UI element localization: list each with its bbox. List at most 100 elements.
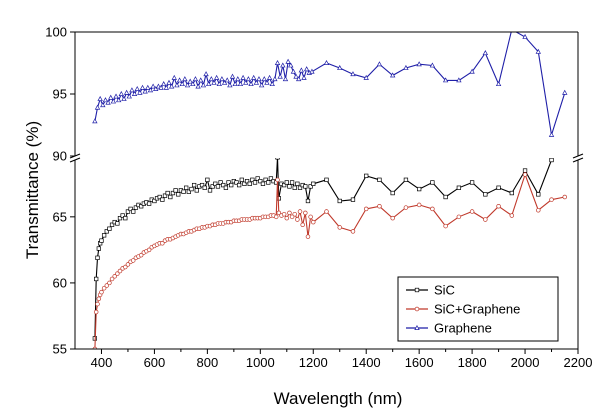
- data-point-sic-77: [287, 184, 292, 189]
- data-point-graphene-61: [253, 79, 260, 85]
- data-point-graphene-17: [137, 89, 143, 95]
- data-point-graphene-11: [121, 95, 127, 101]
- data-point-sic-6: [101, 233, 107, 238]
- data-point-graphene-36: [187, 78, 193, 84]
- data-point-sic-98: [469, 180, 475, 185]
- data-point-graphene-96: [495, 81, 502, 87]
- data-point-sic-2: [95, 255, 100, 260]
- data-point-sic-29: [162, 193, 168, 198]
- data-point-sic-43: [199, 182, 205, 188]
- data-point-graphene-38: [192, 76, 199, 82]
- data-point-graphene-82: [309, 68, 315, 74]
- data-point-sic-graphene-77: [287, 210, 292, 216]
- series-line-2: [94, 32, 566, 136]
- y-upper-tick-label-100: 100: [45, 25, 67, 40]
- x-axis-title: Wavelength (nm): [274, 389, 403, 408]
- data-point-graphene-68: [272, 76, 278, 82]
- data-point-sic-63: [252, 180, 258, 185]
- data-point-sic-38: [186, 189, 191, 194]
- data-point-graphene-97: [510, 27, 514, 31]
- axis-break-mark-1-0: [572, 153, 584, 159]
- data-point-sic-graphene-28: [160, 241, 165, 246]
- data-point-graphene-72: [282, 76, 289, 82]
- data-point-sic-27: [157, 194, 162, 200]
- data-point-sic-8: [107, 226, 112, 231]
- data-point-sic-graphene-91: [377, 204, 382, 209]
- data-point-sic-90: [364, 173, 369, 179]
- data-point-sic-61: [247, 181, 252, 186]
- data-point-sic-102: [522, 168, 528, 173]
- data-point-sic-graphene-73: [276, 210, 282, 216]
- data-point-sic-57: [236, 182, 242, 188]
- data-point-sic-67: [263, 177, 268, 182]
- data-point-graphene-40: [198, 77, 204, 83]
- data-point-graphene-86: [363, 74, 369, 80]
- data-point-sic-graphene-103: [536, 207, 541, 213]
- upper-plot-panel: [92, 27, 568, 137]
- data-point-sic-graphene-14: [123, 264, 128, 270]
- y-upper-tick-label-90: 90: [53, 149, 67, 164]
- data-point-sic-46: [207, 188, 213, 193]
- series-sic-graphene: [92, 172, 568, 349]
- data-point-sic-graphene-99: [483, 217, 488, 222]
- data-point-graphene-0: [92, 118, 98, 124]
- data-point-sic-28: [160, 197, 165, 202]
- data-point-graphene-34: [182, 76, 188, 82]
- axes-group: 400 600 800 1000 1200 1400 1600 1800 2000 2200 90 9…: [45, 25, 592, 371]
- data-point-graphene-79: [301, 74, 307, 80]
- data-point-graphene-9: [115, 97, 122, 103]
- data-point-graphene-48: [219, 76, 225, 82]
- data-point-sic-94: [417, 186, 422, 192]
- data-point-sic-graphene-84: [305, 234, 311, 239]
- data-point-sic-graphene-98: [469, 209, 475, 214]
- data-point-sic-91: [377, 177, 382, 182]
- data-point-graphene-2: [97, 95, 103, 101]
- data-point-graphene-8: [113, 93, 119, 99]
- data-point-sic-86: [311, 181, 316, 186]
- data-point-sic-65: [258, 178, 263, 184]
- data-point-graphene-54: [235, 76, 241, 82]
- data-point-graphene-legend: [414, 324, 420, 330]
- data-point-graphene-14: [129, 87, 135, 93]
- data-point-sic-15: [125, 209, 131, 214]
- data-point-sic-44: [202, 185, 207, 190]
- data-point-graphene-58: [245, 76, 252, 82]
- series-graphene: [92, 27, 568, 137]
- data-point-graphene-66: [266, 74, 273, 80]
- data-point-graphene-93: [456, 77, 462, 83]
- data-point-sic-graphene-72: [275, 177, 280, 183]
- data-point-sic-graphene-82: [300, 222, 305, 228]
- data-point-graphene-41: [200, 82, 207, 88]
- data-point-graphene-24: [155, 83, 162, 89]
- data-point-graphene-26: [161, 81, 167, 87]
- data-point-sic-101: [509, 190, 514, 196]
- data-point-graphene-84: [337, 64, 343, 70]
- data-point-graphene-65: [264, 79, 270, 85]
- x-tick-label-1000: 1000: [246, 355, 275, 370]
- data-point-sic-graphene-81: [297, 209, 303, 214]
- data-point-sic-75: [281, 182, 287, 188]
- data-point-graphene-1: [94, 104, 101, 110]
- data-point-graphene-89: [403, 64, 409, 70]
- data-point-sic-39: [189, 186, 194, 192]
- data-point-graphene-91: [429, 62, 436, 68]
- data-point-sic-92: [390, 190, 395, 196]
- data-point-graphene-75: [290, 68, 297, 74]
- data-point-graphene-57: [243, 79, 249, 85]
- data-point-sic-graphene-92: [390, 215, 395, 221]
- data-point-sic-graphene-11: [115, 271, 120, 276]
- lower-plot-panel: [92, 158, 568, 349]
- data-point-sic-31: [168, 194, 173, 200]
- data-point-sic-79: [292, 185, 297, 190]
- data-point-sic-graphene-76: [284, 215, 290, 221]
- data-point-sic-5: [99, 238, 104, 243]
- data-point-sic-graphene-94: [416, 202, 422, 208]
- data-point-graphene-62: [256, 76, 262, 82]
- x-tick-label-600: 600: [144, 355, 166, 370]
- data-point-graphene-6: [108, 94, 114, 100]
- data-point-graphene-29: [168, 83, 175, 89]
- data-point-sic-53: [226, 180, 231, 185]
- data-point-sic-graphene-7: [104, 283, 110, 288]
- data-point-sic-graphene-102: [522, 172, 528, 177]
- data-point-sic-graphene-75: [281, 211, 287, 217]
